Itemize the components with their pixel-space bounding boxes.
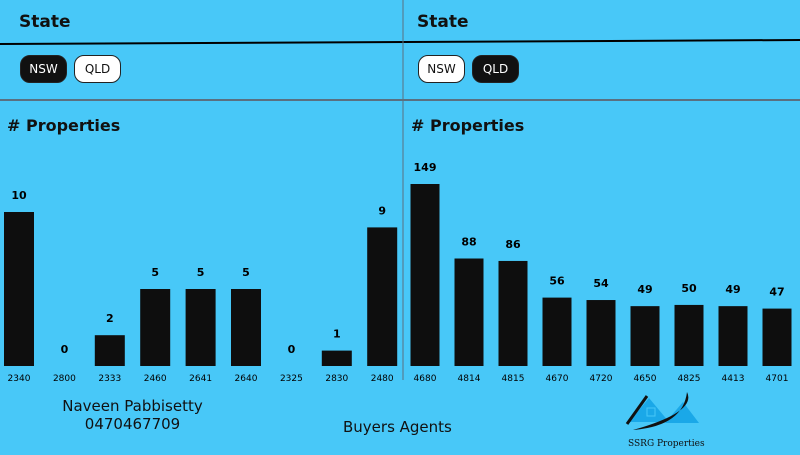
data-label: 49 xyxy=(637,283,652,296)
data-label: 5 xyxy=(197,266,205,279)
data-label: 2 xyxy=(106,312,114,325)
tagline: Buyers Agents xyxy=(343,418,452,436)
x-tick-label: 4680 xyxy=(414,374,437,384)
bar[interactable] xyxy=(674,304,704,366)
x-tick-label: 4413 xyxy=(722,374,745,384)
right-qld-button[interactable]: QLD xyxy=(472,55,519,83)
x-tick-label: 4825 xyxy=(678,374,701,384)
x-tick-label: 2340 xyxy=(8,374,31,384)
x-tick-label: 2640 xyxy=(235,374,258,384)
left-chart-title: # Properties xyxy=(7,116,121,135)
bar[interactable] xyxy=(586,300,616,366)
x-tick-label: 2460 xyxy=(144,374,167,384)
data-label: 9 xyxy=(378,204,386,217)
left-qld-button[interactable]: QLD xyxy=(74,55,121,83)
data-label: 88 xyxy=(461,236,476,249)
bar[interactable] xyxy=(718,306,748,366)
x-tick-label: 2830 xyxy=(325,374,348,384)
bar[interactable] xyxy=(4,212,34,366)
data-label: 49 xyxy=(725,283,740,296)
bar[interactable] xyxy=(321,350,352,366)
agent-name: Naveen Pabbisetty xyxy=(62,397,203,415)
bar[interactable] xyxy=(140,289,171,366)
left-nsw-button[interactable]: NSW xyxy=(20,55,67,83)
bar[interactable] xyxy=(762,308,792,366)
bar[interactable] xyxy=(454,258,484,366)
x-tick-label: 4670 xyxy=(546,374,569,384)
data-label: 0 xyxy=(61,343,69,356)
data-label: 47 xyxy=(769,286,784,299)
x-tick-label: 2641 xyxy=(189,374,212,384)
x-tick-label: 4815 xyxy=(502,374,525,384)
bar[interactable] xyxy=(630,306,660,366)
bar[interactable] xyxy=(367,227,398,366)
x-tick-label: 2800 xyxy=(53,374,76,384)
data-label: 50 xyxy=(681,282,697,295)
data-label: 0 xyxy=(288,343,296,356)
x-tick-label: 4650 xyxy=(634,374,657,384)
x-tick-label: 2480 xyxy=(371,374,394,384)
bar-charts: 10 2340 0 2800 2 2333 5 2460 5 2641 5 2640 0 2325 1 283… xyxy=(4,161,792,384)
bar[interactable] xyxy=(185,289,216,366)
bar[interactable] xyxy=(542,297,572,366)
right-chart-title: # Properties xyxy=(411,116,525,135)
data-label: 5 xyxy=(242,266,250,279)
data-label: 56 xyxy=(549,275,565,288)
bar[interactable] xyxy=(410,184,440,366)
data-label: 86 xyxy=(505,238,521,251)
bar[interactable] xyxy=(231,289,261,366)
x-tick-label: 4814 xyxy=(458,374,481,384)
agent-phone: 0470467709 xyxy=(84,415,181,433)
data-label: 10 xyxy=(11,189,27,202)
ssrg-logo: SSRG Properties xyxy=(625,390,705,450)
data-label: 54 xyxy=(593,277,609,290)
x-tick-label: 4701 xyxy=(766,374,789,384)
right-slicer-title: State xyxy=(417,12,469,32)
bar[interactable] xyxy=(94,335,125,366)
x-tick-label: 4720 xyxy=(590,374,613,384)
bar[interactable] xyxy=(498,260,528,366)
data-label: 1 xyxy=(333,328,341,341)
data-label: 149 xyxy=(414,161,437,174)
logo-text: SSRG Properties xyxy=(628,439,705,449)
right-nsw-button[interactable]: NSW xyxy=(418,55,465,83)
house-logo-icon xyxy=(625,392,699,430)
left-slicer-title: State xyxy=(19,12,71,32)
data-label: 5 xyxy=(151,266,159,279)
x-tick-label: 2325 xyxy=(280,374,303,384)
x-tick-label: 2333 xyxy=(98,374,121,384)
